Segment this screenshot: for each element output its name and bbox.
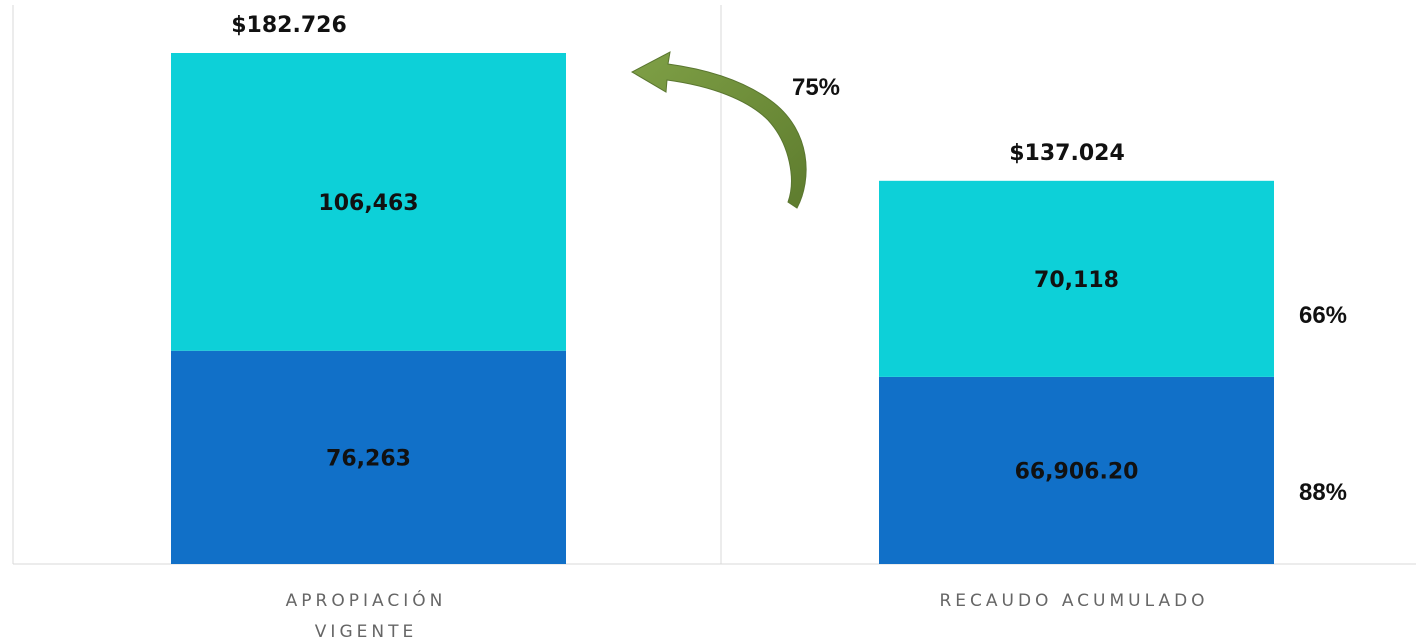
arrow-percentage-label: 75%	[792, 74, 840, 101]
data-label-apropiacion-top: 106,463	[318, 191, 418, 216]
data-label-recaudo-top: 70,118	[1034, 268, 1119, 293]
bar-recaudo-top	[879, 180, 1274, 377]
bottom-segment-percentage-label: 88%	[1299, 479, 1347, 506]
data-label-recaudo-base: 66,906.20	[1015, 459, 1139, 484]
data-label-apropiacion-base: 76,263	[326, 446, 411, 471]
category-label-apropiacion-line2: VIGENTE	[315, 622, 417, 641]
bar-recaudo-base	[879, 376, 1274, 564]
category-label-recaudo: RECAUDO ACUMULADO	[939, 591, 1208, 611]
total-label-recaudo: $137.024	[1009, 141, 1125, 166]
bar-apropiacion-top	[171, 53, 566, 351]
bar-apropiacion-base	[171, 350, 566, 564]
top-segment-percentage-label: 66%	[1299, 302, 1347, 329]
category-label-apropiacion-line1: APROPIACIÓN	[286, 589, 447, 611]
curved-arrow-icon	[630, 51, 807, 209]
total-label-apropiacion: $182.726	[231, 13, 347, 38]
